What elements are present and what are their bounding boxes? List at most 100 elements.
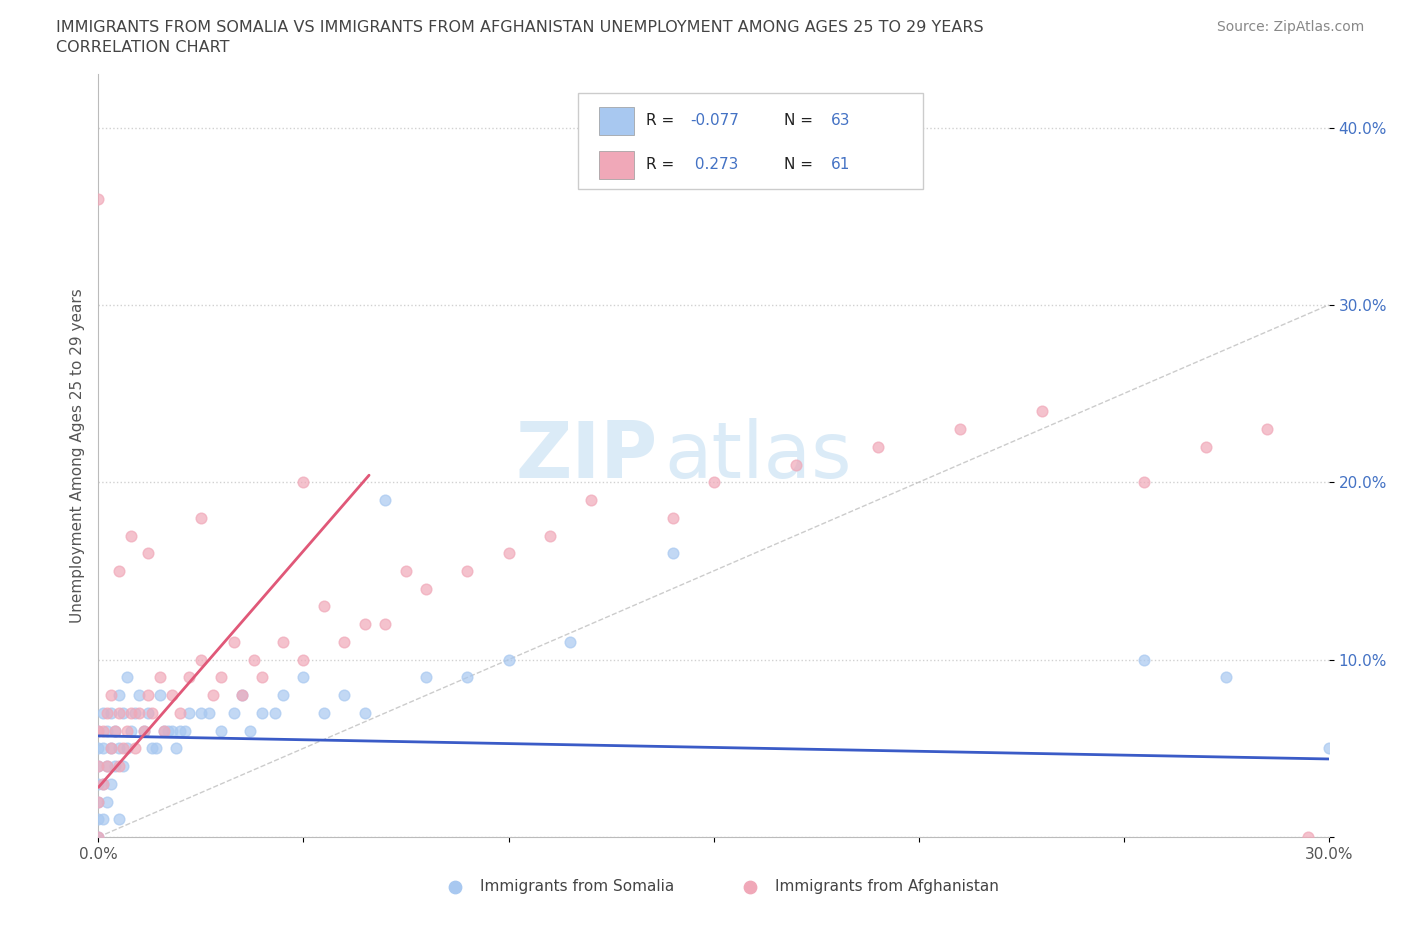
Point xyxy=(1296,830,1319,844)
Point xyxy=(124,706,146,721)
Point xyxy=(104,724,127,738)
Point xyxy=(87,830,110,844)
Point xyxy=(538,528,561,543)
Point xyxy=(153,724,176,738)
Point xyxy=(87,759,110,774)
Point xyxy=(87,191,110,206)
Point xyxy=(1133,475,1156,490)
Point xyxy=(132,724,155,738)
Point xyxy=(354,706,377,721)
Point xyxy=(91,812,114,827)
Point xyxy=(87,724,110,738)
Point xyxy=(558,634,581,649)
Point xyxy=(104,724,127,738)
Point xyxy=(579,493,602,508)
Point xyxy=(100,706,122,721)
Point xyxy=(128,687,150,702)
Point xyxy=(211,724,233,738)
Point xyxy=(190,706,212,721)
Point xyxy=(173,724,195,738)
Point xyxy=(108,564,131,578)
Text: IMMIGRANTS FROM SOMALIA VS IMMIGRANTS FROM AFGHANISTAN UNEMPLOYMENT AMONG AGES 2: IMMIGRANTS FROM SOMALIA VS IMMIGRANTS FR… xyxy=(56,20,984,35)
Point xyxy=(415,581,437,596)
Point xyxy=(100,687,122,702)
Point xyxy=(271,634,294,649)
Point xyxy=(190,511,212,525)
Point xyxy=(87,759,110,774)
Point xyxy=(231,687,253,702)
Point xyxy=(100,741,122,756)
Point xyxy=(112,706,135,721)
Point xyxy=(104,759,127,774)
Text: CORRELATION CHART: CORRELATION CHART xyxy=(56,40,229,55)
Point xyxy=(91,741,114,756)
Point xyxy=(91,777,114,791)
Point xyxy=(115,741,138,756)
Point xyxy=(120,706,142,721)
Point xyxy=(136,706,159,721)
Point xyxy=(354,617,377,631)
Point xyxy=(96,759,118,774)
Point xyxy=(292,475,315,490)
Text: 63: 63 xyxy=(831,113,849,128)
Point xyxy=(91,706,114,721)
Point xyxy=(96,724,118,738)
Point xyxy=(108,759,131,774)
Point xyxy=(169,706,191,721)
Point xyxy=(252,670,274,684)
Point xyxy=(703,475,725,490)
Point xyxy=(100,741,122,756)
Point xyxy=(96,706,118,721)
Point xyxy=(239,724,262,738)
Point xyxy=(198,706,221,721)
Point xyxy=(132,724,155,738)
Point xyxy=(312,599,335,614)
Point xyxy=(866,439,889,454)
Point xyxy=(96,759,118,774)
Point xyxy=(149,670,172,684)
Point xyxy=(145,741,167,756)
Point xyxy=(222,706,245,721)
Point xyxy=(169,724,191,738)
Point xyxy=(190,652,212,667)
Point xyxy=(222,634,245,649)
Point xyxy=(115,670,138,684)
Point xyxy=(124,741,146,756)
Point xyxy=(141,706,163,721)
Point xyxy=(87,794,110,809)
Text: N =: N = xyxy=(783,157,817,172)
Point xyxy=(87,777,110,791)
Point xyxy=(136,546,159,561)
Point xyxy=(153,724,176,738)
Point xyxy=(395,564,418,578)
Point xyxy=(785,458,807,472)
Point xyxy=(108,687,131,702)
Point xyxy=(157,724,180,738)
FancyBboxPatch shape xyxy=(599,107,634,135)
Point xyxy=(415,670,437,684)
Text: -0.077: -0.077 xyxy=(690,113,740,128)
Point xyxy=(120,528,142,543)
Point xyxy=(271,687,294,702)
Point xyxy=(333,687,356,702)
Point xyxy=(87,794,110,809)
Point xyxy=(100,777,122,791)
Point xyxy=(661,546,683,561)
Point xyxy=(141,741,163,756)
Point xyxy=(87,741,110,756)
Point xyxy=(108,812,131,827)
Text: 61: 61 xyxy=(831,157,849,172)
Text: 0.273: 0.273 xyxy=(690,157,738,172)
Point xyxy=(91,777,114,791)
Point xyxy=(498,652,520,667)
Text: Immigrants from Afghanistan: Immigrants from Afghanistan xyxy=(775,879,998,894)
Point xyxy=(162,687,183,702)
Point xyxy=(87,830,110,844)
Point xyxy=(498,546,520,561)
Point xyxy=(231,687,253,702)
Point xyxy=(128,706,150,721)
Point xyxy=(292,652,315,667)
Point xyxy=(96,794,118,809)
FancyBboxPatch shape xyxy=(599,151,634,179)
Point xyxy=(177,706,200,721)
